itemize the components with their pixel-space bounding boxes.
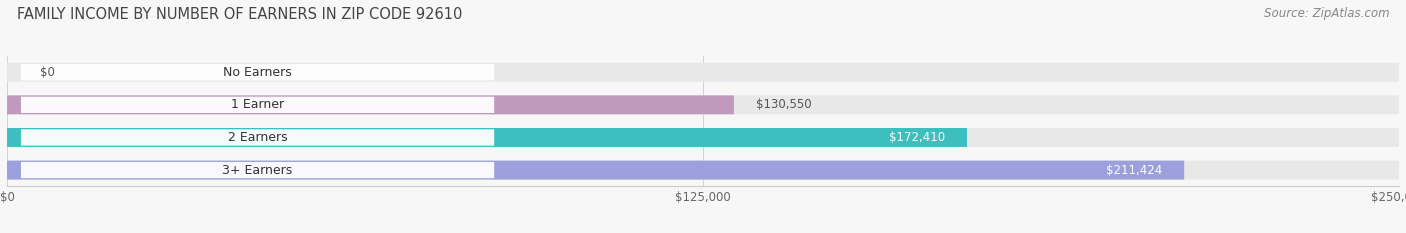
FancyBboxPatch shape — [21, 129, 495, 146]
Text: $172,410: $172,410 — [889, 131, 945, 144]
FancyBboxPatch shape — [7, 161, 1184, 180]
FancyBboxPatch shape — [7, 128, 967, 147]
Text: $130,550: $130,550 — [756, 98, 811, 111]
FancyBboxPatch shape — [21, 64, 495, 80]
Text: 2 Earners: 2 Earners — [228, 131, 287, 144]
FancyBboxPatch shape — [7, 95, 1399, 114]
Text: $0: $0 — [41, 66, 55, 79]
Text: No Earners: No Earners — [224, 66, 292, 79]
Text: 3+ Earners: 3+ Earners — [222, 164, 292, 177]
Text: 1 Earner: 1 Earner — [231, 98, 284, 111]
Text: FAMILY INCOME BY NUMBER OF EARNERS IN ZIP CODE 92610: FAMILY INCOME BY NUMBER OF EARNERS IN ZI… — [17, 7, 463, 22]
FancyBboxPatch shape — [7, 95, 734, 114]
Text: $211,424: $211,424 — [1105, 164, 1161, 177]
FancyBboxPatch shape — [7, 128, 1399, 147]
FancyBboxPatch shape — [21, 97, 495, 113]
FancyBboxPatch shape — [7, 63, 1399, 82]
FancyBboxPatch shape — [21, 162, 495, 178]
FancyBboxPatch shape — [7, 161, 1399, 180]
Text: Source: ZipAtlas.com: Source: ZipAtlas.com — [1264, 7, 1389, 20]
